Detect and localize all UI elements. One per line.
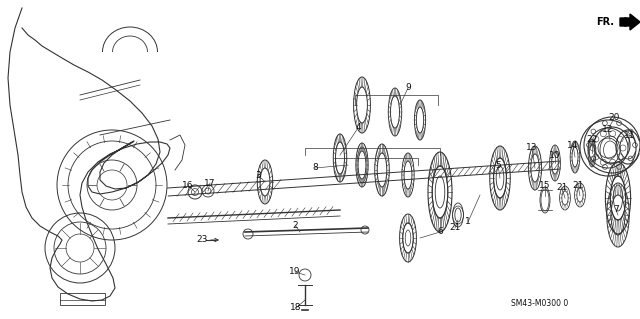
Text: 21: 21 (572, 181, 584, 189)
Text: 21: 21 (449, 224, 461, 233)
Text: 6: 6 (437, 227, 443, 236)
Text: 1: 1 (465, 218, 471, 226)
Text: 9: 9 (405, 84, 411, 93)
Text: 19: 19 (289, 268, 301, 277)
Text: 2: 2 (292, 220, 298, 229)
Text: 13: 13 (526, 144, 538, 152)
Text: 14: 14 (567, 140, 579, 150)
Text: 22: 22 (586, 136, 598, 145)
Text: 23: 23 (196, 235, 208, 244)
Text: 10: 10 (549, 151, 561, 160)
Text: 18: 18 (291, 303, 301, 313)
Text: 16: 16 (182, 181, 194, 189)
Text: 11: 11 (624, 131, 636, 140)
Text: 4: 4 (355, 123, 361, 132)
Text: 17: 17 (204, 179, 216, 188)
Text: FR.: FR. (596, 17, 614, 27)
Text: SM43-M0300 0: SM43-M0300 0 (511, 299, 568, 308)
Text: 7: 7 (613, 205, 619, 214)
Polygon shape (620, 14, 640, 30)
Text: 5: 5 (495, 160, 501, 169)
Text: 3: 3 (255, 170, 261, 180)
Text: 15: 15 (540, 181, 551, 189)
Text: 21: 21 (556, 183, 568, 192)
Text: 8: 8 (312, 164, 318, 173)
Text: 12: 12 (602, 125, 614, 135)
Text: 20: 20 (608, 114, 620, 122)
